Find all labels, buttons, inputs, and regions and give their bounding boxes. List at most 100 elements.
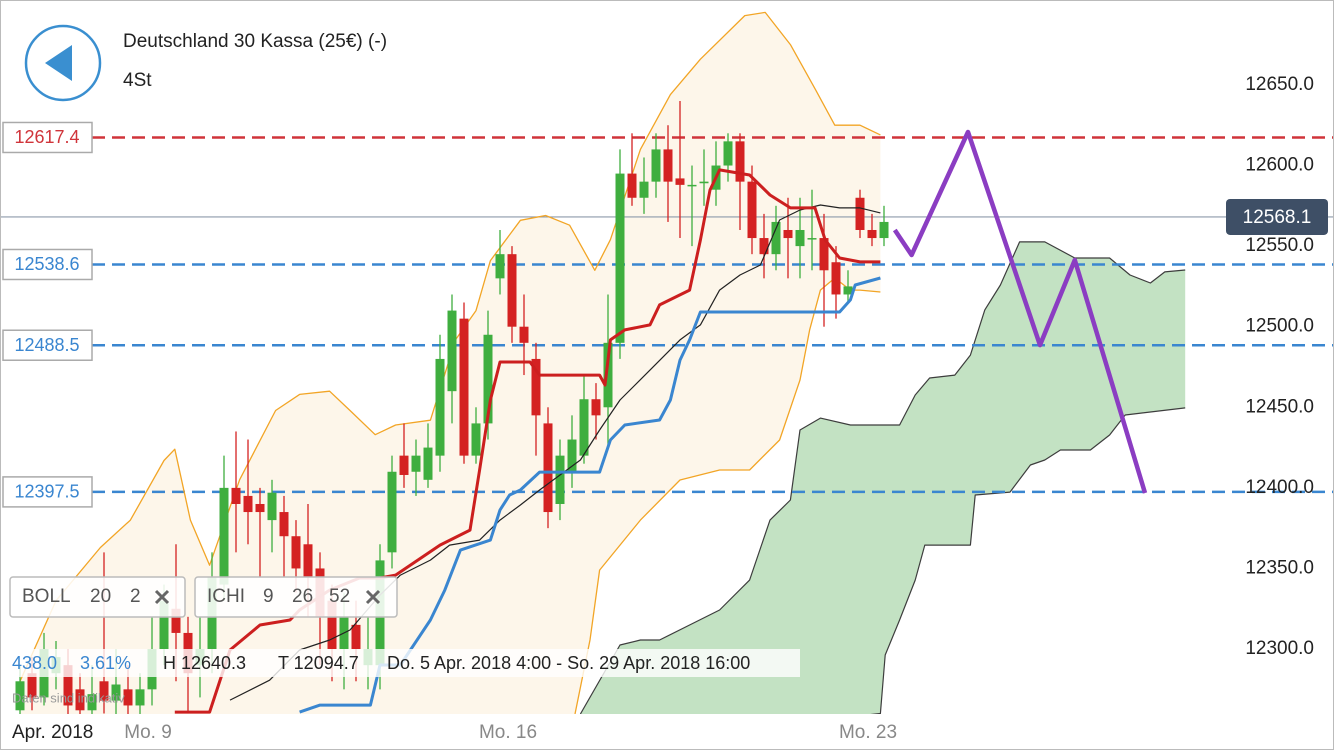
candle-body — [219, 487, 229, 585]
candle-body — [87, 694, 97, 711]
disclaimer: Daten sind indikativ — [12, 690, 125, 705]
y-tick-label: 12300.0 — [1245, 638, 1314, 659]
indicator-param: 26 — [292, 586, 313, 607]
candle-body — [255, 503, 265, 513]
info-high: H 12640.3 — [163, 653, 246, 673]
candle-body — [327, 600, 337, 650]
y-tick-label: 12650.0 — [1245, 74, 1314, 95]
level-label-box — [2, 248, 93, 281]
y-tick-label: 12550.0 — [1245, 235, 1314, 256]
candle-body — [99, 681, 109, 701]
y-tick-label: 12400.0 — [1245, 477, 1314, 498]
candle-body — [735, 141, 745, 182]
indicator-param: 9 — [263, 586, 274, 607]
candle-body — [279, 512, 289, 537]
candle-body — [267, 492, 277, 521]
indicator-remove[interactable] — [154, 589, 170, 605]
level-label: 12617.4 — [14, 127, 79, 147]
x-tick-label: Mo. 9 — [124, 722, 172, 743]
indicator-chip[interactable] — [9, 576, 186, 618]
y-tick-label: 12450.0 — [1245, 396, 1314, 417]
candle-body — [447, 310, 457, 392]
indicator-chip[interactable] — [194, 576, 398, 618]
candle-body — [159, 600, 169, 650]
candle-body — [639, 181, 649, 198]
candle-body — [807, 238, 817, 240]
y-tick-label: 12600.0 — [1245, 155, 1314, 176]
candle-body — [867, 229, 877, 239]
candle-body — [519, 326, 529, 343]
candle-body — [303, 544, 313, 577]
candle-body — [795, 229, 805, 247]
candle-body — [63, 665, 73, 706]
candle-body — [879, 221, 889, 239]
cloud-upper — [579, 241, 1186, 714]
candle-body — [783, 229, 793, 239]
info-range: 438.0 — [12, 653, 57, 673]
indicator-name: BOLL — [22, 586, 71, 607]
current-price-label: 12568.1 — [1243, 207, 1312, 228]
x-start-label: Apr. 2018 — [12, 722, 93, 743]
indicator-param: 52 — [329, 586, 350, 607]
indicator-param: 2 — [130, 586, 141, 607]
info-change: 3.61% — [80, 653, 131, 673]
candle-body — [771, 221, 781, 255]
plot-area — [0, 11, 1334, 714]
candle-body — [555, 455, 565, 504]
candle-body — [855, 197, 865, 230]
x-tick-label: Mo. 23 — [839, 722, 897, 743]
candle-body — [27, 673, 37, 698]
candle-body — [831, 262, 841, 295]
candle-body — [411, 455, 421, 472]
candle-body — [135, 689, 145, 706]
level-label-box — [2, 121, 93, 154]
back-arrow[interactable] — [45, 45, 72, 81]
projection-line — [892, 129, 1148, 494]
overlay: 12617.4 12538.6 12488.5 12397.5 12568.1 12300… — [2, 24, 1328, 743]
ichimoku-cloud — [580, 241, 1186, 714]
current-price-badge — [1226, 198, 1328, 235]
candle-body — [111, 684, 121, 701]
info-low: T 12094.7 — [278, 653, 359, 673]
candle-body — [351, 624, 361, 650]
candle-body — [123, 689, 133, 706]
chart-subtitle: 4St — [123, 70, 152, 91]
candle-body — [243, 495, 253, 513]
candle-body — [291, 536, 301, 569]
candle-body — [543, 423, 553, 513]
candle-body — [483, 334, 493, 424]
candle-body — [675, 178, 685, 185]
candle-body — [531, 358, 541, 416]
candle-body — [171, 608, 181, 633]
y-tick-label: 12500.0 — [1245, 316, 1314, 337]
candle-body — [663, 149, 673, 182]
chart-title: Deutschland 30 Kassa (25€) (-) — [123, 31, 387, 52]
candle-body — [591, 399, 601, 416]
candle-body — [423, 447, 433, 480]
candle-body — [699, 181, 709, 184]
cloud-lower — [870, 407, 1186, 714]
level-label: 12397.5 — [14, 482, 79, 502]
indicator-param: 20 — [90, 586, 111, 607]
level-label-box — [2, 476, 93, 508]
info-period: Do. 5 Apr. 2018 4:00 - So. 29 Apr. 2018 … — [387, 653, 750, 673]
level-label-box — [2, 329, 93, 361]
candle-body — [459, 318, 469, 456]
candle-body — [651, 149, 661, 182]
candle-body — [579, 399, 589, 456]
level-label: 12488.5 — [14, 335, 79, 355]
candle-body — [471, 423, 481, 456]
candle-body — [603, 342, 613, 408]
info-background — [8, 649, 800, 677]
candle-body — [495, 254, 505, 279]
candle-body — [627, 173, 637, 198]
indicator-remove[interactable] — [365, 589, 381, 605]
indicator-name: ICHI — [207, 586, 245, 607]
candle-body — [819, 238, 829, 271]
candle-body — [687, 184, 697, 187]
candle-body — [75, 689, 85, 711]
candle-body — [387, 471, 397, 553]
candle-body — [615, 173, 625, 343]
y-tick-label: 12350.0 — [1245, 557, 1314, 578]
